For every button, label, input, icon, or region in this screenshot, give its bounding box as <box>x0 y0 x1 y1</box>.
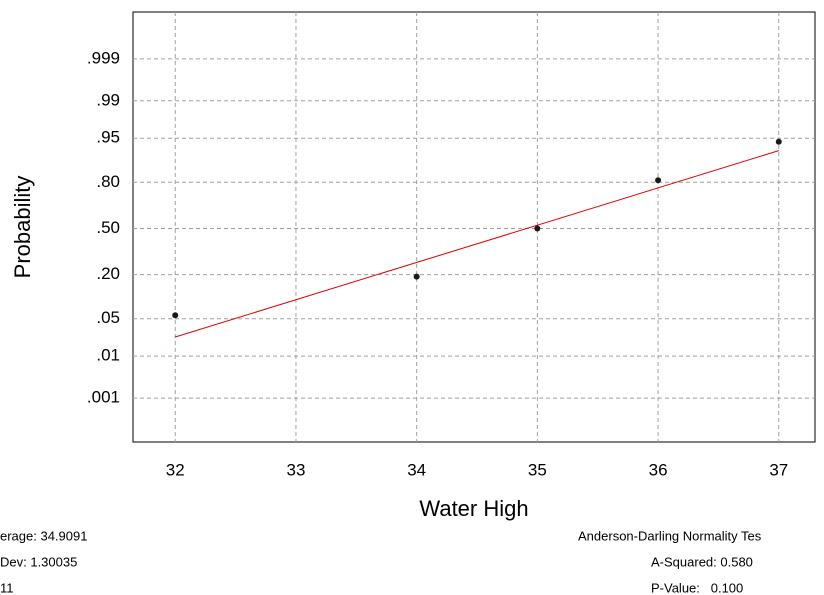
plot-frame <box>132 11 816 443</box>
y-tick-label: .999 <box>87 48 120 67</box>
stat-text: erage: 34.9091 <box>0 528 87 543</box>
y-axis-label: Probability <box>10 176 35 279</box>
x-tick-label: 37 <box>769 460 788 479</box>
y-tick-label: .001 <box>87 388 120 407</box>
fit-line <box>175 150 779 338</box>
stat-text: Dev: 1.30035 <box>0 554 77 569</box>
data-point <box>172 312 179 319</box>
stat-text: P-Value: 0.100 <box>651 580 743 595</box>
y-tick-label: .80 <box>96 172 120 191</box>
y-tick-label: .20 <box>96 264 120 283</box>
x-tick-label: 35 <box>528 460 547 479</box>
stat-text: A-Squared: 0.580 <box>651 554 753 569</box>
stat-text: Anderson-Darling Normality Tes <box>578 528 762 543</box>
y-tick-label: .05 <box>96 308 120 327</box>
x-axis-label: Water High <box>419 496 528 521</box>
y-tick-label: .95 <box>96 128 120 147</box>
y-tick-label: .01 <box>96 346 120 365</box>
stat-text: 11 <box>0 580 14 595</box>
data-point <box>534 225 541 232</box>
y-tick-label: .99 <box>96 90 120 109</box>
x-tick-label: 33 <box>286 460 305 479</box>
data-point <box>775 138 782 145</box>
x-tick-label: 34 <box>407 460 426 479</box>
x-tick-label: 32 <box>166 460 185 479</box>
data-point <box>413 273 420 280</box>
data-point <box>655 177 662 184</box>
y-tick-label: .50 <box>96 218 120 237</box>
x-tick-label: 36 <box>649 460 668 479</box>
